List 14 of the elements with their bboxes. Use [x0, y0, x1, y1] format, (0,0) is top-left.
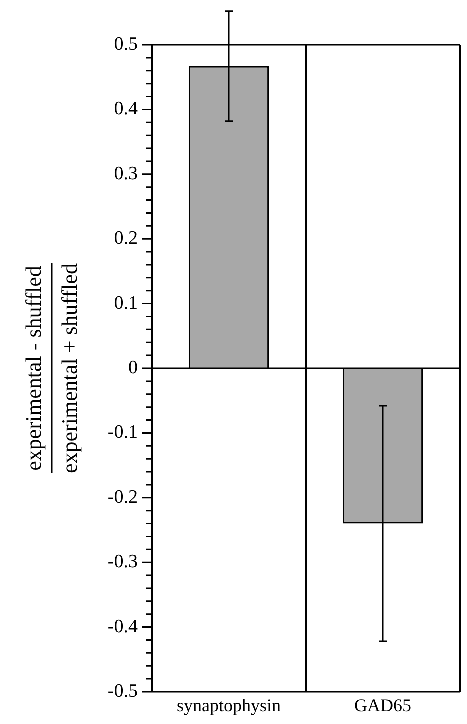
- y-axis-title: experimental - shuffled experimental + shuffled: [20, 264, 82, 474]
- y-tick-label: -0.1: [108, 422, 138, 444]
- y-tick-label: 0.2: [114, 228, 138, 250]
- y-tick-label: -0.4: [108, 616, 138, 638]
- y-tick-label: 0.5: [114, 34, 138, 55]
- y-tick-label: 0.3: [114, 163, 138, 184]
- x-tick-label: GAD65: [354, 696, 412, 716]
- y-tick-label: 0.4: [114, 98, 138, 120]
- y-tick-label: -0.2: [108, 486, 138, 508]
- x-tick-label: synaptophysin: [176, 696, 282, 716]
- y-tick-label: 0: [128, 357, 138, 378]
- y-tick-label: 0.1: [114, 292, 138, 314]
- y-tick-label: -0.3: [108, 552, 138, 573]
- y-tick-label: -0.5: [108, 680, 138, 702]
